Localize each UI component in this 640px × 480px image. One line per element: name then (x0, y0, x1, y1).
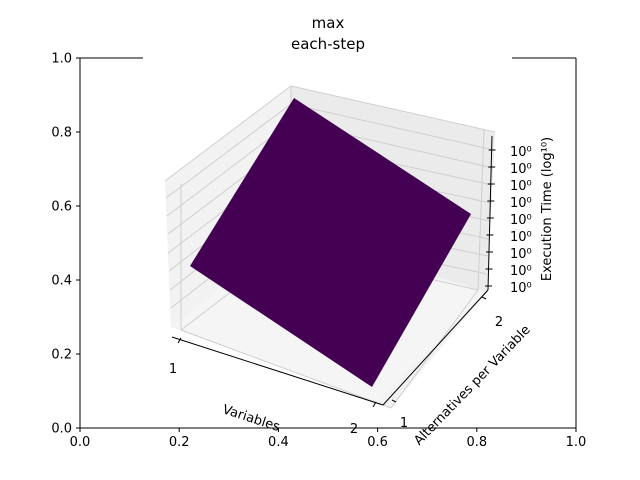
x-tick-label-1: 2 (350, 422, 358, 437)
grid-back-1 (290, 85, 496, 133)
axes-3d (171, 135, 493, 406)
x-tick-0 (177, 337, 182, 344)
bg-x-tick-label-2: 0.4 (268, 435, 289, 450)
z-ticks: 10⁰ 10⁰ 10⁰ 10⁰ 10⁰ 10⁰ 10⁰ 10⁰ 10⁰ (485, 145, 532, 296)
x-axis-line (171, 336, 384, 406)
x-tick-1 (372, 401, 377, 408)
z-tick-label-1: 10⁰ (510, 162, 532, 177)
z-tick-label-5: 10⁰ (510, 230, 532, 245)
z-tick-label-8: 10⁰ (510, 281, 532, 296)
z-tick-label-2: 10⁰ (510, 179, 532, 194)
chart-subtitle: each-step (291, 35, 365, 53)
y-tick-label-1: 2 (495, 315, 503, 330)
bg-y-ticks: 0.0 0.2 0.4 0.6 0.8 1.0 (51, 52, 80, 437)
y-tick-0 (391, 399, 397, 403)
y-tick-1 (481, 296, 487, 300)
pane-floor (171, 292, 487, 408)
bg-y-tick-label-4: 0.8 (51, 126, 72, 141)
grid-back-2 (290, 103, 495, 151)
grid-vert-back-2 (477, 129, 485, 291)
z-axis-line (487, 135, 493, 291)
bg-x-tick-label-1: 0.2 (169, 435, 190, 450)
bg-x-tick-label-5: 1.0 (566, 435, 587, 450)
y-tick-label-0: 1 (400, 416, 408, 431)
z-axis-label: Execution Time (log¹⁰) (540, 137, 555, 281)
background-axes: 0.0 0.2 0.4 0.6 0.8 1.0 0.0 0.2 0.4 0.6 0.8 1.0 (51, 52, 586, 451)
bg-y-tick-label-3: 0.6 (51, 200, 72, 215)
y-ticks: 12 (391, 296, 503, 431)
grid-floor-3 (180, 329, 392, 409)
z-tick-label-0: 10⁰ (510, 145, 532, 160)
y-axis-line (382, 289, 489, 406)
chart-title: max (312, 14, 345, 32)
bg-x-ticks: 0.0 0.2 0.4 0.6 0.8 1.0 (70, 428, 587, 450)
grid-left-2 (165, 103, 292, 199)
bg-y-tick-label-2: 0.4 (51, 274, 72, 289)
z-tick-label-3: 10⁰ (510, 196, 532, 211)
bg-y-tick-label-5: 1.0 (51, 52, 72, 67)
surface-patch (190, 98, 471, 387)
x-ticks: 12 (169, 337, 377, 437)
z-tick-label-7: 10⁰ (510, 264, 532, 279)
bg-y-tick-label-0: 0.0 (51, 422, 72, 437)
bg-x-tick-label-4: 0.8 (466, 435, 487, 450)
bg-y-tick-label-1: 0.2 (51, 348, 72, 363)
grid-left-1 (164, 85, 292, 182)
z-tick-label-4: 10⁰ (510, 213, 532, 228)
x-axis-label: Variables (221, 402, 282, 435)
bg-x-tick-label-0: 0.0 (70, 435, 91, 450)
bg-x-tick-label-3: 0.6 (367, 435, 388, 450)
x-tick-label-0: 1 (169, 362, 177, 377)
z-tick-label-6: 10⁰ (510, 247, 532, 262)
